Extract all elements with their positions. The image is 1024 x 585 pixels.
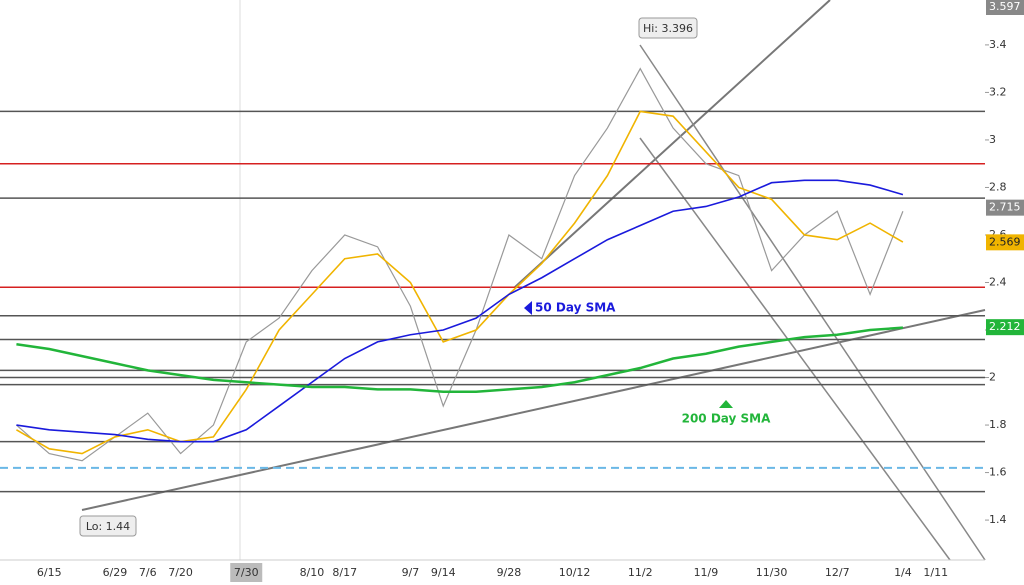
x-tick-label: 9/28 (497, 566, 522, 579)
trend-line (81, 309, 986, 511)
series-line (16, 179, 904, 443)
y-tick-label: 1.6 (989, 466, 1007, 479)
series-line (16, 110, 904, 455)
low-label: Lo: 1.44 (86, 520, 130, 533)
x-tick-label: 7/30 (234, 566, 259, 579)
sma50-arrow (524, 301, 532, 315)
x-tick-label: 8/17 (332, 566, 357, 579)
y-tick-label: 3.4 (989, 38, 1007, 51)
y-tick-label: 2 (989, 371, 996, 384)
channel-line (639, 137, 951, 561)
y-tick-label: 1.8 (989, 418, 1007, 431)
x-tick-label: 11/2 (628, 566, 653, 579)
sma200-arrow (719, 400, 733, 408)
price-tag-label: 2.569 (989, 235, 1021, 248)
y-tick-label: 1.4 (989, 513, 1007, 526)
price-tag (986, 199, 1024, 216)
x-label-highlight (230, 563, 263, 582)
channel-line (639, 44, 986, 561)
x-tick-label: 7/6 (139, 566, 157, 579)
sma50-label: 50 Day SMA (535, 301, 616, 315)
price-tag (986, 0, 1024, 15)
x-tick-label: 6/15 (37, 566, 62, 579)
price-tag-label: 2.715 (989, 201, 1021, 214)
trend-line (514, 0, 831, 288)
price-tag (986, 319, 1024, 336)
x-tick-label: 9/7 (402, 566, 420, 579)
high-label: Hi: 3.396 (643, 22, 693, 35)
y-tick-label: 3 (989, 133, 996, 146)
x-tick-label: 9/14 (431, 566, 456, 579)
price-tag (986, 234, 1024, 251)
low-box (79, 515, 137, 537)
y-tick-label: 2.4 (989, 275, 1007, 288)
y-tick-label: 2.8 (989, 180, 1007, 193)
x-tick-label: 11/30 (756, 566, 788, 579)
price-tag-label: 3.597 (989, 0, 1021, 13)
high-box (638, 17, 698, 39)
x-tick-label: 8/10 (300, 566, 325, 579)
x-tick-label: 12/7 (825, 566, 850, 579)
x-tick-label: 11/9 (694, 566, 719, 579)
price-tag-label: 2.212 (989, 320, 1021, 333)
x-tick-label: 7/20 (168, 566, 193, 579)
x-tick-label: 6/29 (103, 566, 128, 579)
sma200-label: 200 Day SMA (682, 412, 772, 426)
series-line (16, 326, 904, 394)
y-tick-label: 3.2 (989, 85, 1007, 98)
x-tick-label: 10/12 (559, 566, 591, 579)
x-tick-label: 1/11 (923, 566, 948, 579)
x-tick-label: 1/4 (894, 566, 912, 579)
series-line (16, 67, 904, 462)
